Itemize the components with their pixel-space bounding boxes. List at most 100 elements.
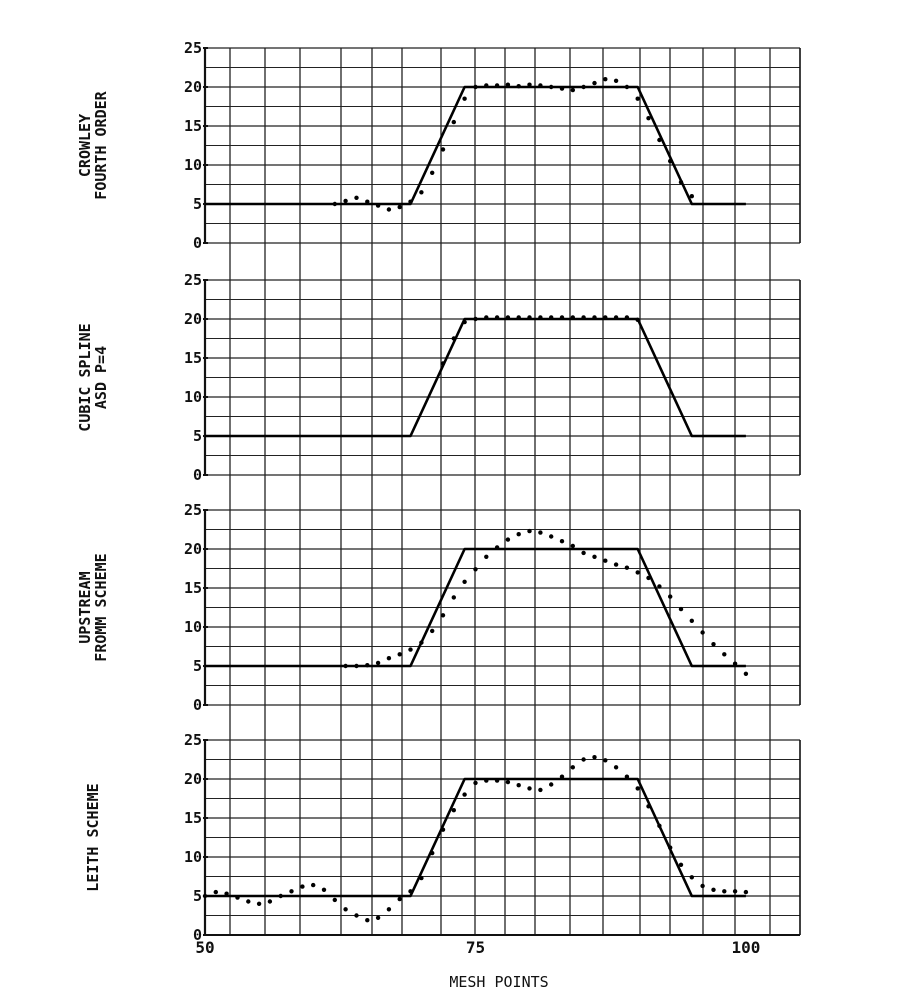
data-point	[538, 83, 543, 88]
data-point	[700, 630, 705, 635]
data-point	[354, 663, 359, 669]
data-point	[549, 782, 554, 787]
data-point	[484, 554, 489, 559]
panel-label: CUBIC SPLINE	[76, 323, 94, 431]
y-tick-label: 5	[193, 887, 202, 905]
data-point	[624, 565, 630, 570]
data-point	[570, 765, 575, 770]
panel-label: ASD P=4	[92, 346, 110, 409]
data-point	[408, 647, 413, 652]
data-point	[386, 656, 392, 661]
data-point	[462, 579, 467, 584]
data-point	[603, 558, 608, 563]
data-point	[484, 83, 489, 88]
data-point	[581, 84, 586, 90]
data-point	[549, 84, 554, 90]
x-tick-label: 50	[195, 938, 214, 957]
x-tick-label: 100	[731, 938, 760, 957]
data-point	[678, 180, 684, 185]
data-point	[451, 808, 456, 813]
y-tick-label: 25	[184, 271, 202, 289]
data-point	[332, 897, 337, 903]
data-point	[300, 884, 305, 889]
data-point	[375, 660, 381, 666]
x-axis-label: MESH POINTS	[449, 973, 548, 991]
data-point	[732, 889, 738, 894]
data-point	[440, 361, 446, 366]
data-point	[722, 652, 727, 657]
data-point	[321, 887, 327, 892]
data-point	[516, 84, 521, 89]
data-point	[592, 80, 597, 86]
data-point	[581, 315, 586, 320]
data-point	[505, 779, 511, 785]
data-point	[668, 158, 673, 164]
x-tick-label: 75	[466, 938, 485, 957]
data-point	[624, 774, 630, 779]
data-point	[289, 889, 294, 894]
data-point	[668, 594, 673, 599]
data-point	[419, 640, 424, 645]
data-point	[689, 194, 694, 199]
data-point	[386, 907, 392, 912]
data-point	[732, 661, 738, 666]
data-point	[484, 315, 489, 320]
data-point	[711, 642, 716, 647]
data-point	[646, 116, 651, 121]
data-point	[603, 77, 608, 82]
data-point	[365, 918, 370, 923]
data-point	[613, 78, 619, 84]
data-point	[689, 875, 694, 880]
data-point	[430, 850, 435, 856]
y-tick-label: 15	[184, 117, 202, 135]
data-point	[538, 530, 543, 535]
data-point	[570, 87, 575, 93]
data-point	[635, 317, 640, 322]
panel-label: FOURTH ORDER	[92, 90, 110, 199]
data-point	[343, 663, 348, 669]
data-point	[419, 875, 424, 881]
data-point	[700, 883, 705, 889]
exact-solution-line	[205, 547, 746, 668]
data-point	[570, 543, 575, 549]
y-tick-label: 20	[184, 540, 202, 558]
data-point	[419, 190, 424, 195]
data-point	[689, 618, 694, 623]
y-tick-label: 0	[193, 926, 202, 944]
data-point	[202, 893, 208, 899]
data-point	[581, 757, 586, 762]
y-tick-label: 10	[184, 388, 202, 406]
data-point	[635, 96, 640, 101]
y-tick-label: 15	[184, 349, 202, 367]
data-point	[613, 315, 619, 320]
data-point	[559, 86, 565, 91]
y-tick-label: 5	[193, 427, 202, 445]
y-tick-label: 10	[184, 618, 202, 636]
y-tick-label: 25	[184, 731, 202, 749]
data-point	[451, 336, 456, 341]
data-point	[354, 913, 359, 918]
data-point	[311, 882, 316, 888]
data-point	[462, 319, 467, 325]
data-point	[603, 315, 608, 320]
data-point	[538, 787, 543, 793]
x-axis: 50 75 100	[195, 934, 800, 957]
data-point	[603, 758, 608, 763]
data-point	[408, 199, 413, 204]
data-point	[646, 804, 651, 809]
data-point	[527, 786, 532, 791]
data-point	[397, 652, 402, 657]
data-point	[538, 315, 543, 320]
y-tick-label: 10	[184, 156, 202, 174]
data-point	[646, 575, 651, 581]
data-point	[516, 315, 521, 320]
data-point	[516, 783, 521, 788]
data-point	[267, 899, 273, 904]
panel-4: 0 5 10 15 20 25 LEITH SCHEME	[84, 731, 801, 944]
data-point	[505, 537, 511, 542]
